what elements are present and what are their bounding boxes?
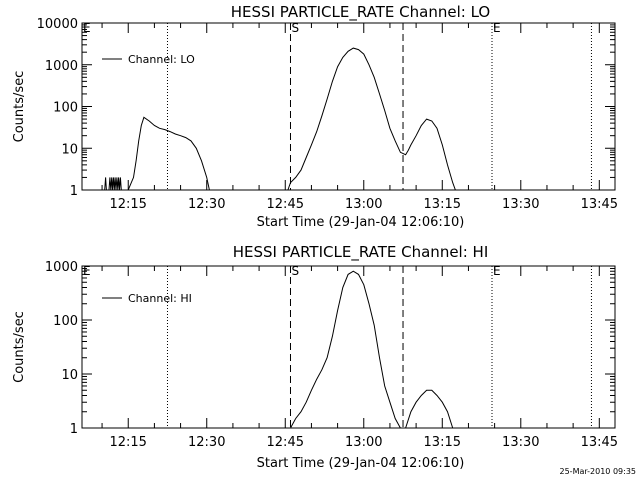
interval-marker: S: [291, 21, 299, 35]
interval-marker: S: [291, 264, 299, 278]
y-axis-label: Counts/sec: [12, 311, 27, 383]
y-tick-label: 1: [70, 422, 78, 437]
x-tick-label: 12:15: [109, 197, 146, 212]
y-tick-label: 1: [70, 184, 78, 199]
y-axis-label: Counts/sec: [12, 71, 27, 143]
y-tick-label: 10000: [37, 17, 78, 32]
x-tick-label: 12:15: [109, 435, 146, 450]
x-tick-label: 13:45: [581, 197, 618, 212]
y-tick-label: 100: [53, 314, 78, 329]
panel-hi: 1 10 100 1000 12:15 12:30 12:45 13:00 13:15 13:30…: [12, 243, 618, 471]
y-tick-label: 100: [53, 101, 78, 116]
x-tick-label: 13:00: [345, 435, 382, 450]
y-tick-label: 1000: [45, 59, 78, 74]
interval-marker: E: [493, 21, 501, 35]
plot-frame: [81, 265, 616, 429]
x-axis-label: Start Time (29-Jan-04 12:06:10): [257, 215, 465, 230]
x-tick-label: 12:30: [188, 197, 225, 212]
chart-title: HESSI PARTICLE_RATE Channel: LO: [231, 3, 490, 22]
plot-frame: [81, 22, 616, 191]
interval-marker: E: [83, 21, 91, 35]
x-tick-label: 12:45: [267, 197, 304, 212]
x-tick-label: 13:45: [581, 435, 618, 450]
legend-label: Channel: HI: [128, 292, 192, 305]
interval-marker: E: [493, 264, 501, 278]
series-line: [104, 47, 458, 191]
y-tick-label: 10: [61, 368, 78, 383]
timestamp-label: 25-Mar-2010 09:35: [560, 467, 637, 476]
series-line: [290, 270, 454, 429]
x-tick-label: 13:30: [502, 435, 539, 450]
y-tick-label: 10: [61, 142, 78, 157]
x-axis-label: Start Time (29-Jan-04 12:06:10): [257, 456, 465, 471]
chart-title: HESSI PARTICLE_RATE Channel: HI: [233, 243, 489, 262]
interval-marker: E: [83, 264, 91, 278]
x-tick-label: 12:45: [267, 435, 304, 450]
x-tick-label: 12:30: [188, 435, 225, 450]
x-tick-label: 13:15: [424, 197, 461, 212]
legend-label: Channel: LO: [128, 53, 195, 66]
y-tick-label: 1000: [45, 260, 78, 275]
x-tick-label: 13:30: [502, 197, 539, 212]
x-tick-label: 13:15: [424, 435, 461, 450]
x-tick-label: 13:00: [345, 197, 382, 212]
panel-lo: 1 10 100 1000 10000 12:15 12:30 12:45 13:00 13:15…: [12, 3, 618, 230]
